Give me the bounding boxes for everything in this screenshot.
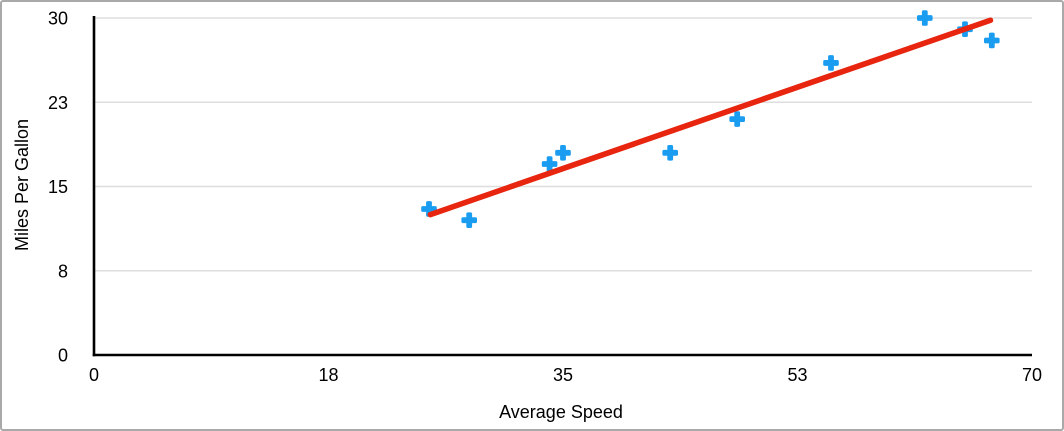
x-tick-label: 0 <box>89 365 99 385</box>
y-tick-label: 23 <box>48 93 68 113</box>
data-point-marker <box>729 111 745 127</box>
x-tick-label: 53 <box>787 365 807 385</box>
y-tick-label: 30 <box>48 9 68 29</box>
y-axis-title: Miles Per Gallon <box>12 118 32 252</box>
y-tick-label: 8 <box>58 261 68 281</box>
data-point-marker <box>917 10 933 26</box>
trendline <box>427 17 994 218</box>
y-tick-label: 0 <box>58 346 68 366</box>
data-point-marker <box>461 212 477 228</box>
data-point-marker <box>555 145 571 161</box>
x-tick-label: 70 <box>1022 365 1042 385</box>
x-tick-label: 35 <box>553 365 573 385</box>
x-axis-title: Average Speed <box>499 402 623 422</box>
data-point-marker <box>984 32 1000 49</box>
data-point-marker <box>662 145 678 161</box>
x-tick-label: 18 <box>318 365 338 385</box>
y-tick-label: 15 <box>48 177 68 197</box>
data-point-marker <box>823 55 839 71</box>
data-point-marker <box>541 156 558 172</box>
